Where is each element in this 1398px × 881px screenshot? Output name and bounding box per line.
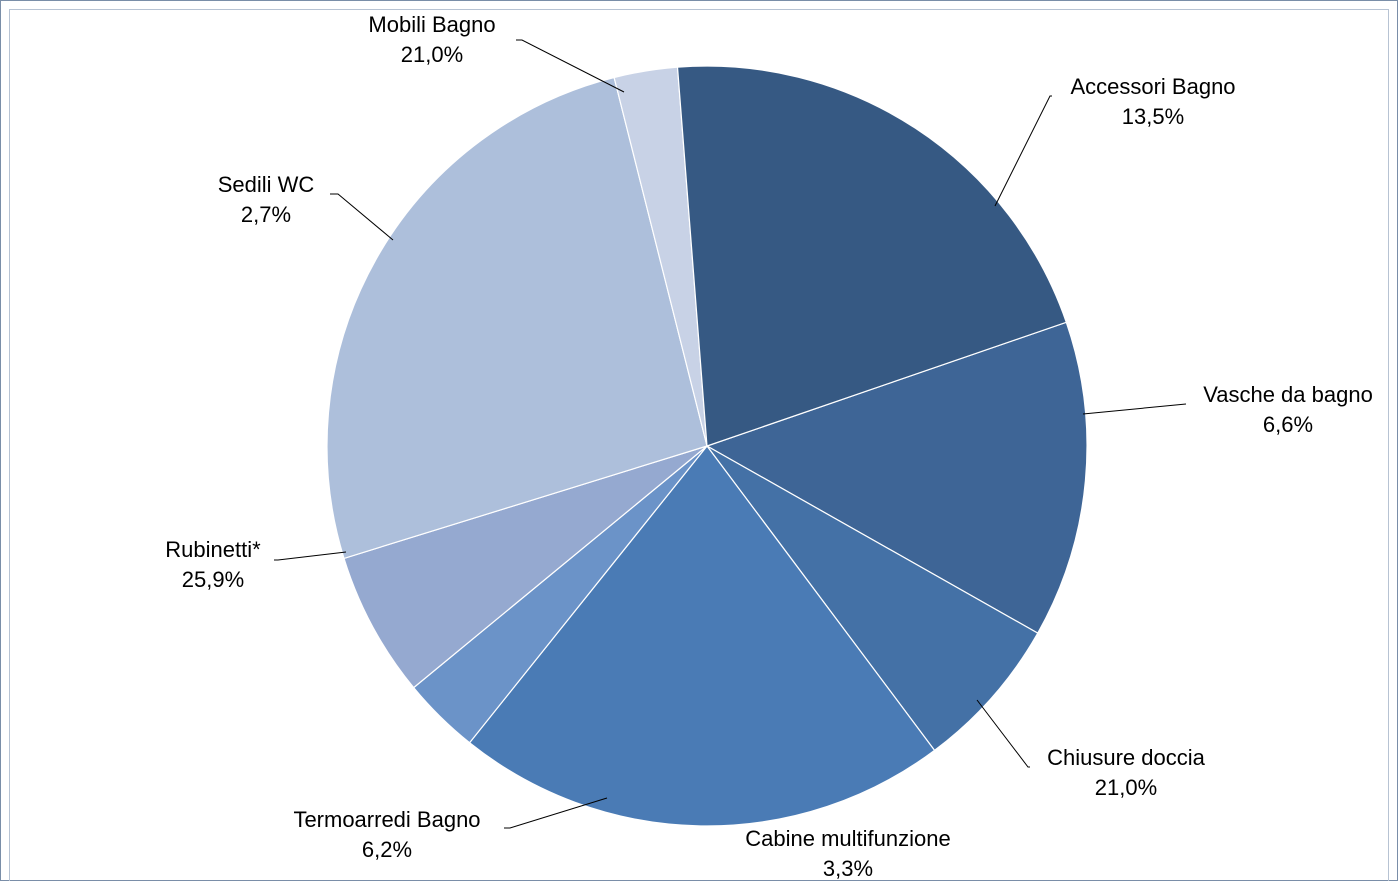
slice-value-1: 13,5% [1122, 104, 1184, 129]
slice-label-8: Mobili Bagno [368, 12, 495, 37]
slice-labels: Accessori Bagno 13,5% Vasche da bagno 6,6% C… [165, 12, 1373, 881]
pie-slice-3 [468, 445, 936, 827]
slice-value-8: 21,0% [401, 42, 463, 67]
slice-label-2: Vasche da bagno [1203, 382, 1373, 407]
pie-slice-6 [326, 76, 708, 560]
slice-label-1: Accessori Bagno [1070, 74, 1235, 99]
slice-value-4: 3,3% [823, 856, 873, 881]
slice-value-6: 25,9% [182, 567, 244, 592]
leader-line-2 [1082, 403, 1187, 415]
slice-value-3: 21,0% [1095, 775, 1157, 800]
leader-line-6 [274, 551, 347, 561]
pie-slice-5 [343, 445, 708, 689]
leader-line-5 [504, 797, 608, 829]
slice-value-5: 6,2% [362, 837, 412, 862]
leader-lines [274, 39, 1187, 829]
pie-slice-2 [706, 445, 1039, 752]
leader-line-7 [330, 193, 394, 241]
slice-label-5: Termoarredi Bagno [293, 807, 480, 832]
pie-slice-1 [705, 321, 1088, 634]
slice-value-7: 2,7% [241, 202, 291, 227]
leader-line-1 [994, 95, 1052, 207]
slice-label-3: Chiusure doccia [1047, 745, 1206, 770]
leader-line-3 [976, 699, 1030, 768]
pie-slice-8 [676, 65, 1068, 447]
slice-label-4: Cabine multifunzione [745, 826, 950, 851]
leader-line-8 [516, 39, 625, 93]
slice-value-2: 6,6% [1263, 412, 1313, 437]
slice-label-6: Rubinetti* [165, 537, 261, 562]
slice-label-7: Sedili WC [218, 172, 315, 197]
pie-slices [326, 65, 1088, 827]
